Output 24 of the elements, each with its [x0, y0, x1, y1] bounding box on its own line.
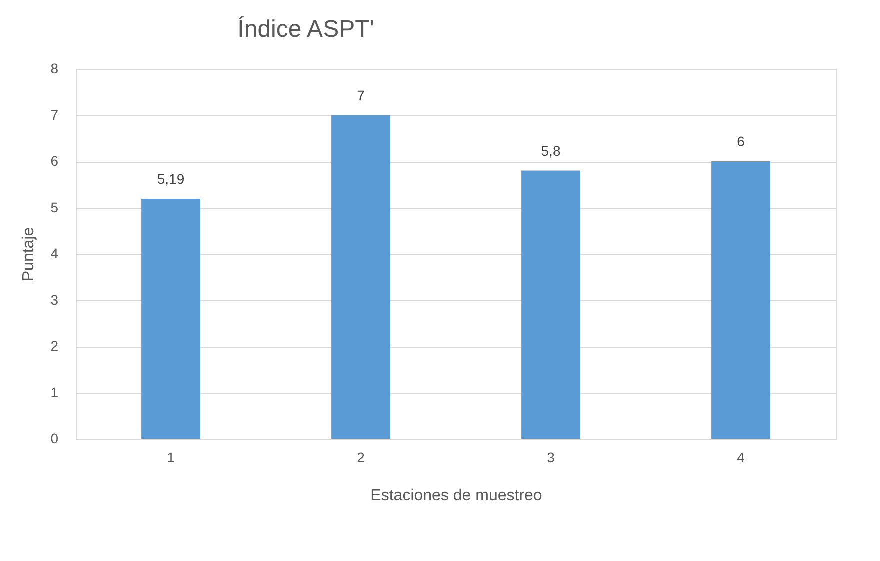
y-tick-label: 4	[50, 246, 59, 262]
y-axis-title: Puntaje	[20, 227, 38, 282]
data-label: 7	[357, 87, 366, 104]
y-tick-label: 8	[50, 60, 59, 76]
y-tick-label: 0	[50, 430, 59, 446]
y-tick-label: 2	[50, 338, 59, 354]
y-tick-label: 1	[50, 384, 59, 400]
x-tick-label: 3	[547, 450, 556, 466]
bar	[712, 162, 770, 439]
x-tick-label: 1	[167, 450, 176, 466]
data-label: 6	[737, 134, 746, 150]
y-tick-label: 3	[50, 292, 59, 308]
chart-title: Índice ASPT'	[238, 16, 374, 43]
bar	[332, 115, 390, 439]
y-tick-label: 7	[50, 106, 59, 123]
y-tick-label: 5	[50, 199, 59, 216]
data-label: 5,19	[157, 170, 185, 187]
bar	[142, 198, 200, 439]
bar	[522, 170, 580, 439]
x-tick-label: 4	[737, 450, 746, 466]
x-axis-title: Estaciones de muestreo	[370, 488, 542, 504]
x-tick-label: 2	[357, 450, 366, 466]
data-label: 5,8	[541, 142, 561, 159]
y-tick-label: 6	[50, 153, 59, 169]
